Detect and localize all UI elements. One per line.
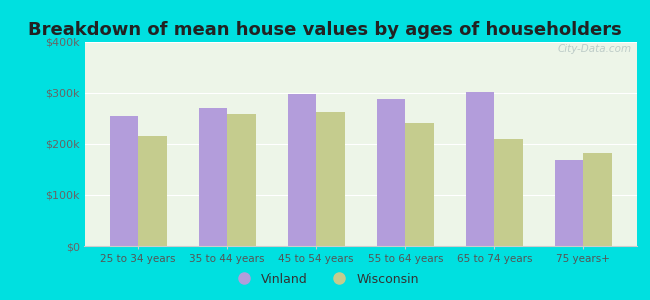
- Bar: [288, 94, 316, 246]
- Text: Breakdown of mean house values by ages of householders: Breakdown of mean house values by ages o…: [28, 21, 622, 39]
- Legend: Vinland, Wisconsin: Vinland, Wisconsin: [226, 268, 424, 291]
- Bar: [227, 114, 255, 246]
- Bar: [316, 112, 344, 246]
- Bar: [466, 92, 495, 246]
- Bar: [555, 160, 584, 246]
- Text: City-Data.com: City-Data.com: [557, 44, 632, 54]
- Bar: [495, 139, 523, 246]
- Bar: [377, 99, 406, 246]
- Bar: [138, 136, 166, 246]
- Bar: [110, 116, 138, 246]
- Bar: [406, 123, 434, 246]
- Bar: [199, 108, 227, 246]
- Bar: [584, 153, 612, 246]
